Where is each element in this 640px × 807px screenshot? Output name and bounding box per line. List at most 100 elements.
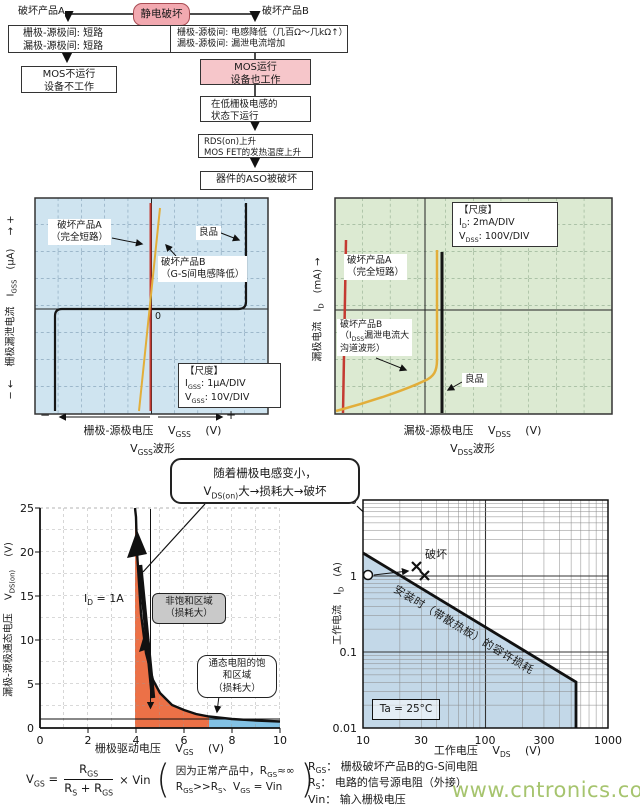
flow-box-b3-line2: 状态下运行 (211, 110, 259, 122)
flow-root-esd: 静电破坏 (133, 3, 190, 26)
flow-box-b4-line2: MOS FET的发热温度上升 (204, 147, 302, 158)
svg-text:0: 0 (27, 722, 34, 735)
soa-break-label: 破坏 (425, 548, 447, 561)
flow-box-b1-line1: 栅极-源极间: 电感降低（几百Ω～几kΩ↑） (177, 28, 348, 38)
operating-point-marker (362, 569, 374, 581)
svg-text:0.1: 0.1 (340, 646, 358, 659)
vdson-x-ticks: 0 2 4 6 8 10 (37, 734, 288, 747)
scope-right-ann-product-a: 破坏产品A （完全短路） (344, 254, 408, 280)
region-line: （损耗大） (213, 682, 261, 694)
saturated-region-label: 通态电阻的饱 和区域 （损耗大） (197, 655, 277, 699)
svg-text:5: 5 (27, 678, 34, 691)
vdson-x-axis-label: 栅极驱动电压 VGS (V) (94, 742, 225, 758)
flow-box-b4-line1: RDS(on)上升 (204, 137, 257, 147)
scope-right-ann-product-b: 破坏产品B （IDSS漏泄电流大 沟道波形） (337, 319, 413, 356)
ann-line: 破坏产品B (340, 320, 383, 330)
flow-box-a2: MOS不运行 设备不工作 (21, 66, 117, 93)
formula-notes: 因为正常产品中，RGS≈∞ RGS>>RS、VGS = Vin (176, 764, 295, 795)
scope-left-ann-product-b: 破坏产品B （G-S间电感降低） (158, 256, 248, 282)
flow-box-b3: 在低栅极电感的 状态下运行 (200, 96, 311, 122)
formula-note1: 因为正常产品中，RGS≈∞ (175, 765, 295, 780)
formula-numerator: RGS (64, 762, 114, 781)
soa-y-axis-label: 工作电流 ID (A) (332, 562, 346, 645)
flow-box-b4: RDS(on)上升 MOS FET的发热温度上升 (198, 134, 313, 158)
scope-right-ann-good: 良品 (462, 373, 488, 387)
scope-left-waveform-caption: VGSS波形 (130, 442, 175, 458)
callout-line2: VDS(on)大→损耗大→破坏 (203, 484, 327, 501)
scope-left-ann-good: 良品 (196, 226, 222, 240)
formula-note2: RGS>>RS、VGS = Vin (175, 780, 283, 795)
flow-box-b5: 器件的ASO被破坏 (200, 171, 313, 190)
soa-log-grid (363, 500, 608, 728)
scale-title: 【尺度】 (459, 205, 498, 216)
scope-left-zero-label: 0 (155, 311, 162, 322)
ann-line: 破坏产品A (57, 220, 102, 231)
ann-line: （G-S间电感降低） (161, 268, 245, 280)
branch-b-label: 破坏产品B (262, 2, 309, 17)
flow-box-a2-line2: 设备不工作 (44, 81, 94, 93)
scope-left-plus: + (226, 408, 237, 422)
soa-limit-line (362, 551, 578, 728)
legend-vin: Vin： 输入栅极电压 (308, 792, 406, 806)
svg-text:100: 100 (475, 734, 496, 747)
vdson-y-axis-label: 漏极-源极通态电压 VDS(on) (V) (3, 542, 17, 697)
symbol-legend: RGS： 栅极破坏产品B的G-S间电阻 RS： 电路的信号源电阻（外接） Vin… (308, 760, 478, 807)
watermark: www.cntronics.com (452, 778, 640, 802)
formula-tail: × Vin (119, 772, 151, 787)
region-line: 通态电阻的饱 (208, 658, 266, 669)
flow-box-b3-line1: 在低栅极电感的 (211, 99, 278, 110)
svg-text:15: 15 (20, 590, 34, 603)
ann-line: 沟道波形） (340, 343, 386, 354)
ambient-temperature-label: Ta = 25°C (372, 699, 440, 720)
svg-text:10: 10 (273, 734, 287, 747)
scale-id: ID: 2mA/DIV (459, 217, 515, 231)
flow-box-b1: 栅极-源极间: 电感降低（几百Ω～几kΩ↑） 漏极-源极间: 漏泄电流增加 (170, 25, 348, 53)
soa-x-ticks: 10 30 100 300 1000 (356, 734, 622, 747)
allowable-loss-fill (363, 553, 576, 728)
trace-product-b-leaky (138, 207, 161, 412)
legend-rs: RS： 电路的信号源电阻（外接） (308, 776, 467, 792)
flow-box-b2-line2: 设备也工作 (230, 74, 281, 86)
failure-x-markers (411, 561, 430, 581)
vdson-curve (133, 507, 281, 723)
svg-text:300: 300 (534, 734, 555, 747)
scope-left-scale-box: 【尺度】 IGSS: 1μA/DIV VGSS: 10V/DIV (178, 363, 281, 408)
scale-igss: IGSS: 1μA/DIV (185, 378, 246, 392)
svg-text:30: 30 (414, 734, 428, 747)
formula-denominator: RS + RGS (64, 781, 114, 798)
rising-loss-arrowhead (127, 530, 147, 558)
svg-text:1000: 1000 (594, 734, 622, 747)
svg-text:8: 8 (229, 734, 236, 747)
id-condition-label: ID = 1A (84, 592, 124, 608)
formula-fraction: RGS RS + RGS (64, 762, 114, 798)
soa-chart: 10 1 0.1 0.01 10 30 100 300 1000 (333, 494, 623, 747)
legend-rgs: RGS： 栅极破坏产品B的G-S间电阻 (308, 760, 478, 776)
scope-right-x-axis-label: 漏极-源极电压 VDSS (V) (403, 424, 542, 440)
svg-text:20: 20 (20, 546, 34, 559)
callout-line1: 随着栅极电感变小， (213, 466, 317, 480)
svg-text:2: 2 (85, 734, 92, 747)
soa-x-axis-label: 工作电压 VDS (V) (433, 744, 542, 760)
scale-title: 【尺度】 (185, 366, 224, 377)
svg-text:6: 6 (181, 734, 188, 747)
svg-text:0: 0 (37, 734, 44, 747)
ann-line: （完全短路） (51, 231, 109, 243)
svg-text:10: 10 (20, 634, 34, 647)
scale-vdss: VDSS: 100V/DIV (459, 230, 530, 244)
vdson-chart: 25 20 15 10 5 0 0 2 4 6 8 10 (20, 502, 287, 747)
flow-box-a1-line2: 漏极-源极间: 短路 (23, 40, 104, 52)
scale-vgss: VGSS: 10V/DIV (185, 391, 250, 405)
scope-left-x-axis-label: 栅极-源极电压 VGSS (V) (83, 424, 222, 440)
svg-text:25: 25 (20, 502, 34, 515)
scope-left-ann-product-a: 破坏产品A （完全短路） (48, 219, 112, 245)
svg-text:1: 1 (350, 570, 357, 583)
rising-loss-arrowhead-small (139, 628, 151, 652)
vgs-formula: VGS = RGS RS + RGS × Vin ( 因为正常产品中，RGS≈∞… (26, 756, 314, 803)
vdson-y-ticks: 25 20 15 10 5 0 (20, 502, 34, 735)
ann-line: 破坏产品A (347, 255, 392, 266)
formula-lhs: VGS = (26, 771, 59, 788)
flow-box-b2-line1: MOS运行 (234, 62, 277, 73)
scope-right-y-axis-label: 漏极电流 ID (mA) → (312, 257, 326, 362)
formula-paren-left: ( (156, 756, 170, 803)
